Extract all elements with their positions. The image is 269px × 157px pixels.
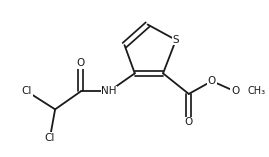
Text: O: O (208, 76, 216, 86)
Text: O: O (77, 58, 85, 68)
Text: Cl: Cl (22, 86, 32, 96)
Text: S: S (173, 35, 179, 45)
Text: O: O (185, 117, 193, 127)
Text: O: O (231, 86, 239, 96)
Text: Cl: Cl (45, 133, 55, 143)
Text: NH: NH (101, 86, 117, 96)
Text: CH₃: CH₃ (248, 86, 266, 96)
